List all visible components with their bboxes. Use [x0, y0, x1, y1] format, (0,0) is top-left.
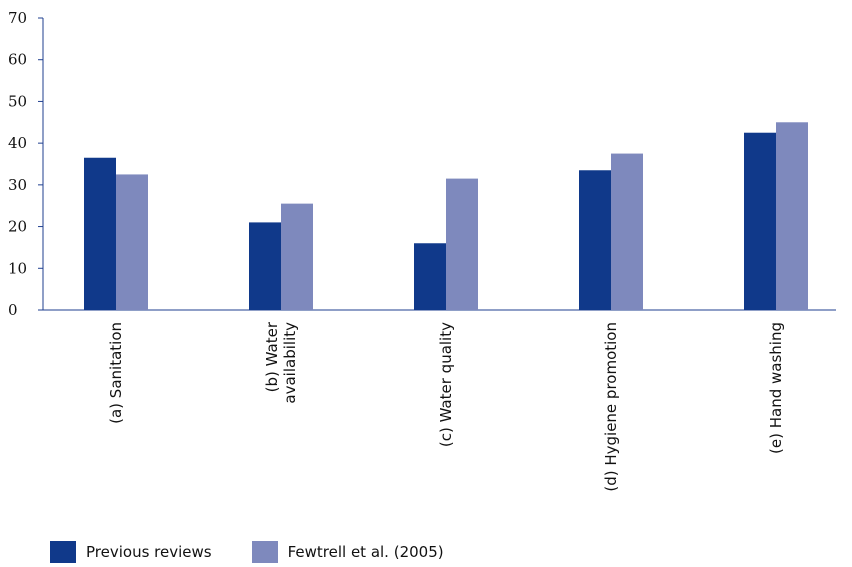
legend-label-previous-reviews: Previous reviews [86, 543, 212, 561]
bar-s1-c4 [579, 170, 611, 310]
bar-s2-c4 [611, 153, 643, 310]
bar-s2-c2 [281, 203, 313, 310]
y-tick-label-60: 60 [8, 51, 27, 69]
bar-s1-c1 [84, 157, 116, 310]
category-label-4: (d) Hygiene promotion [602, 322, 620, 492]
category-label-3: (c) Water quality [437, 322, 455, 447]
bar-s1-c2 [249, 222, 281, 310]
category-label-2-line-1: (b) Water [263, 321, 281, 392]
bars [84, 122, 808, 311]
y-tick-label-50: 50 [8, 92, 27, 110]
legend-item-previous-reviews: Previous reviews [50, 541, 212, 563]
bar-s2-c3 [446, 178, 478, 310]
y-tick-label-20: 20 [8, 218, 27, 236]
bar-s2-c1 [116, 174, 148, 310]
y-tick-label-70: 70 [8, 9, 27, 27]
legend-swatch-fewtrell [251, 541, 278, 563]
legend-label-fewtrell: Fewtrell et al. (2005) [287, 543, 444, 561]
y-tick-label-10: 10 [8, 259, 27, 277]
category-labels: (a) Sanitation (b) Water availability (c) W… [107, 321, 785, 491]
legend-item-fewtrell: Fewtrell et al. (2005) [251, 541, 444, 563]
bar-s1-c5 [744, 132, 776, 310]
bar-s1-c3 [414, 243, 446, 310]
legend-swatch-previous-reviews [50, 541, 76, 563]
y-tick-label-0: 0 [8, 301, 18, 319]
y-tick-label-40: 40 [8, 134, 27, 152]
category-label-1: (a) Sanitation [107, 322, 125, 424]
category-label-2-line-2: availability [281, 322, 299, 404]
category-label-5: (e) Hand washing [767, 322, 785, 454]
bar-s2-c5 [776, 122, 808, 311]
legend: Previous reviews Fewtrell et al. (2005) [50, 541, 484, 563]
y-tick-label-30: 30 [8, 176, 27, 194]
